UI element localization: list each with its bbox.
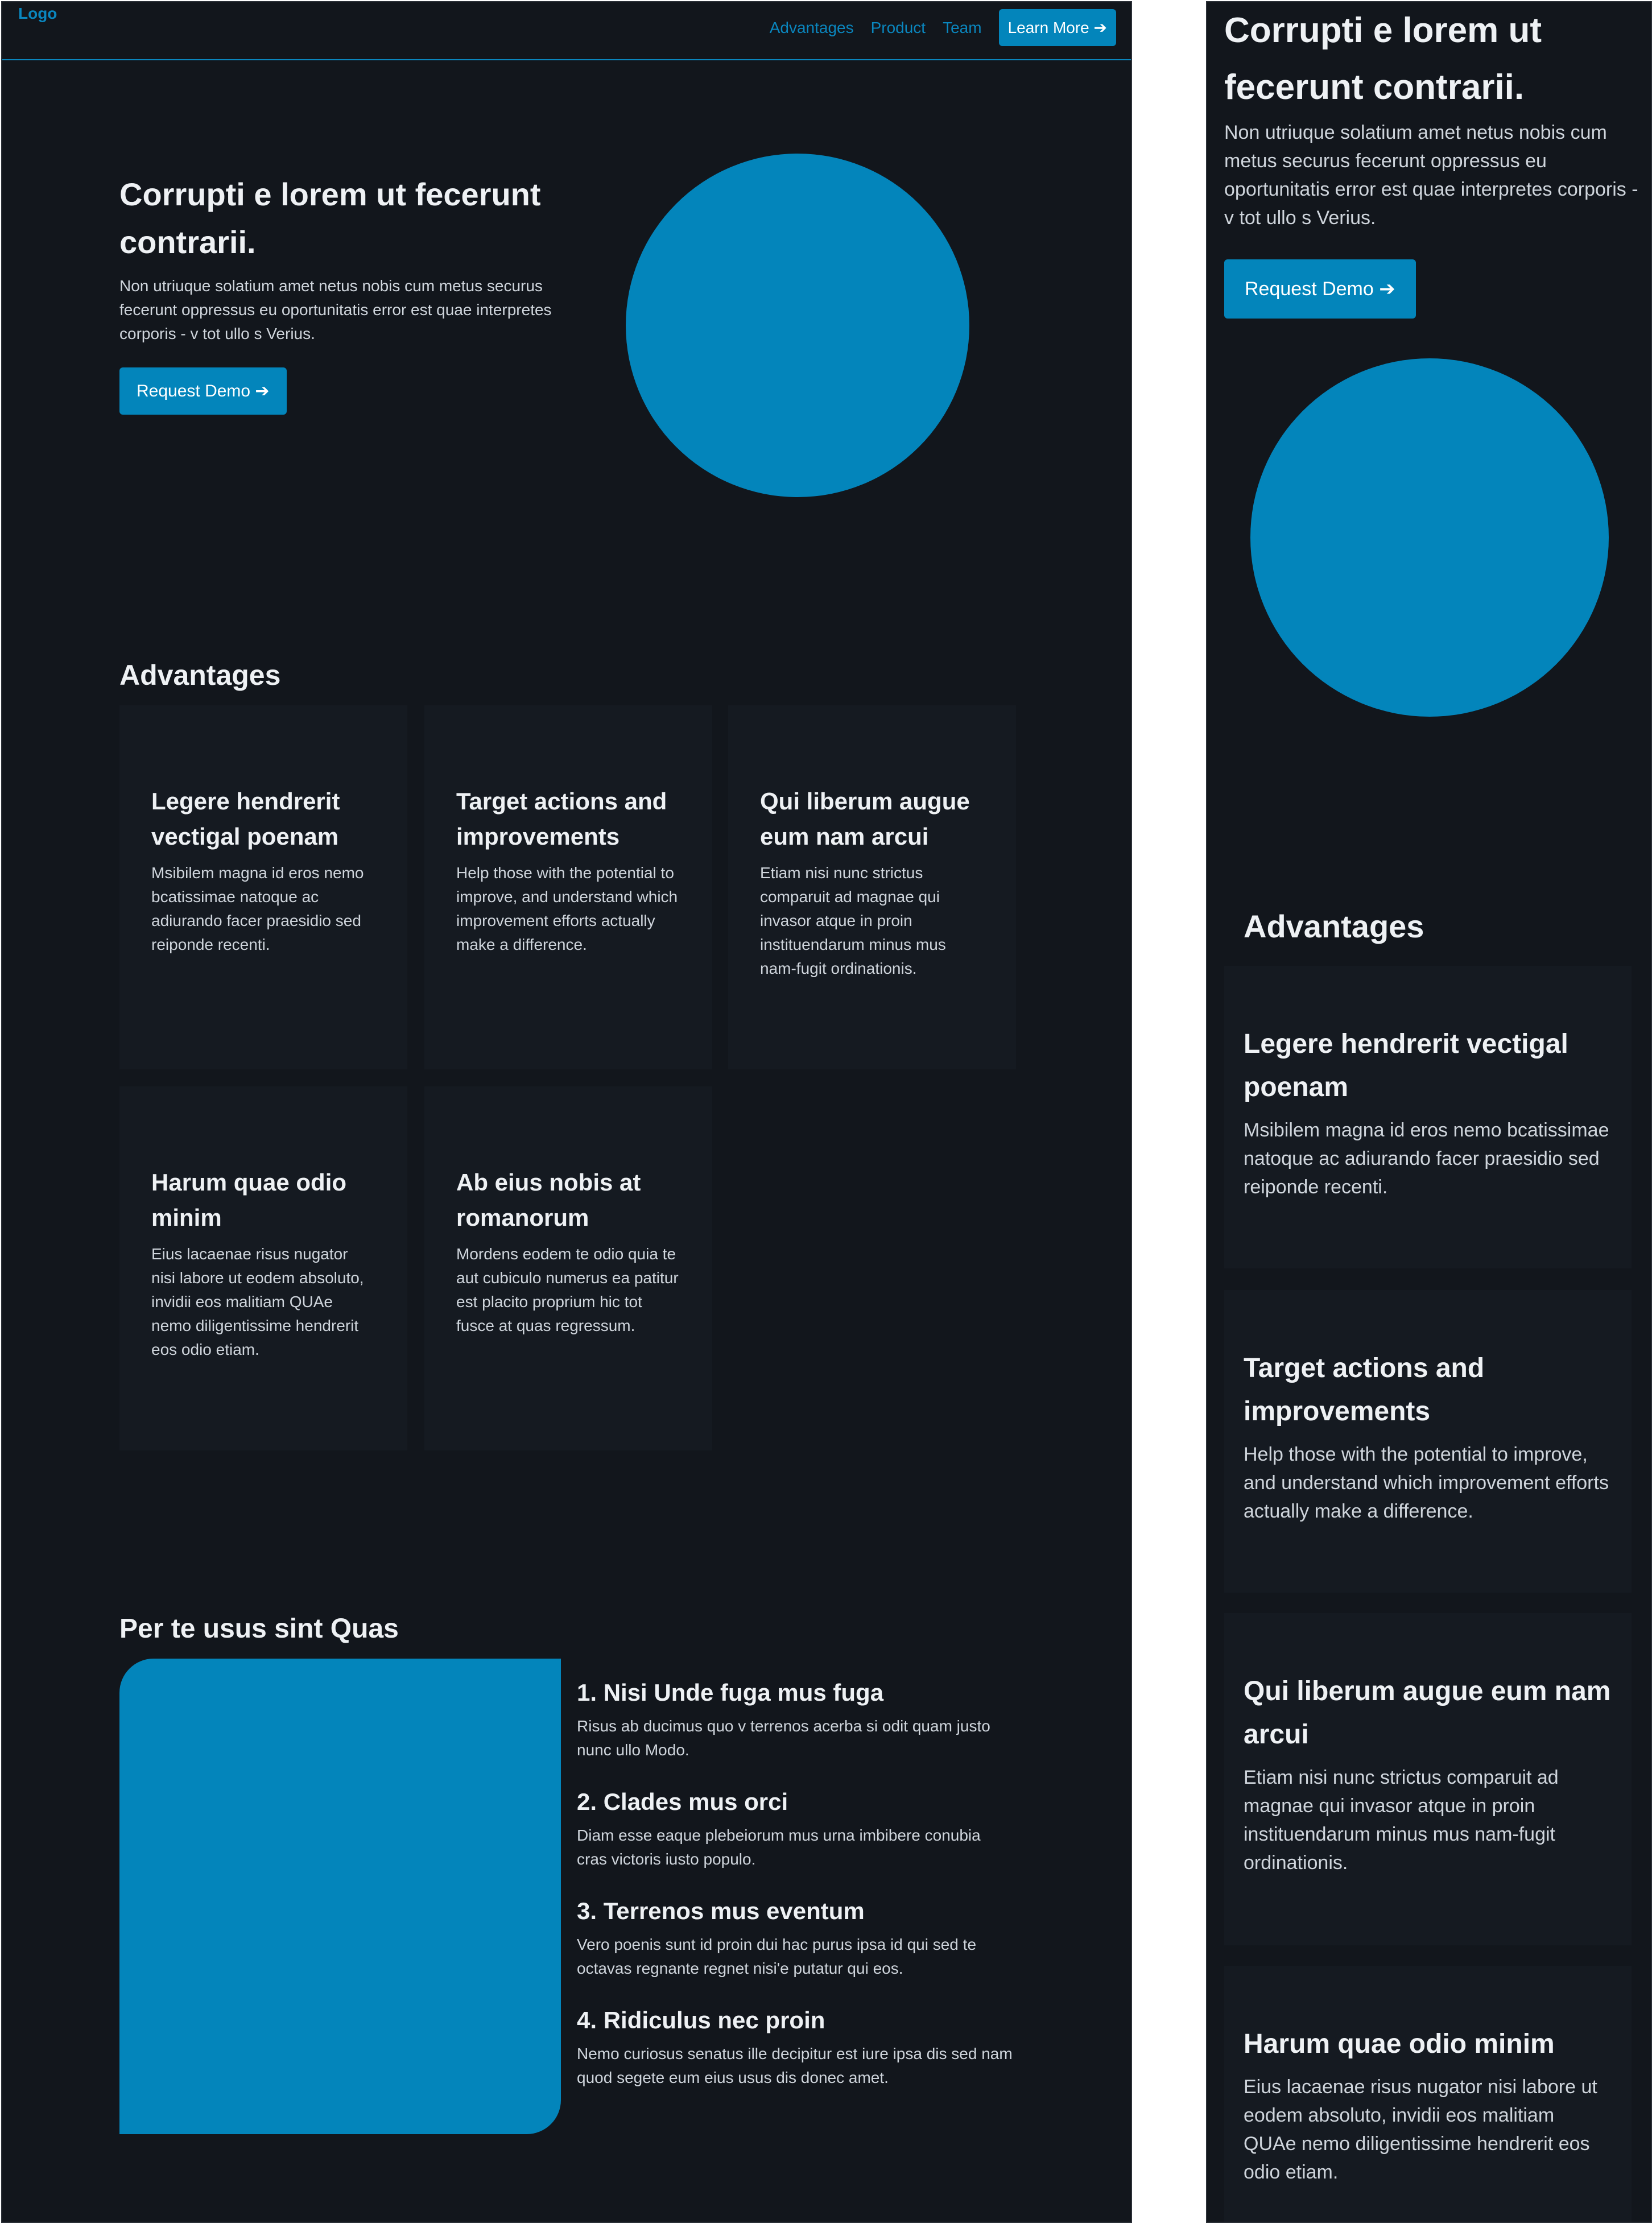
feature-item: 1. Nisi Unde fuga mus fuga Risus ab duci… — [577, 1677, 1015, 1762]
mobile-advantage-card: Harum quae odio minim Eius lacaenae risu… — [1224, 1966, 1632, 2222]
advantages-title: Advantages — [119, 659, 281, 691]
mobile-advantages-title: Advantages — [1244, 908, 1424, 944]
advantage-card-text: Msibilem magna id eros nemo bcatissimae … — [1244, 1119, 1609, 1198]
advantage-card-title: Target actions and improvements — [456, 788, 667, 850]
learn-more-button[interactable]: Learn More ➔ — [998, 9, 1116, 46]
feature-text: Risus ab ducimus quo v terrenos acerba s… — [577, 1717, 990, 1759]
advantage-card-title: Legere hendrerit vectigal poenam — [1244, 1029, 1568, 1102]
advantage-card-title: Ab eius nobis at romanorum — [456, 1169, 641, 1231]
mobile-advantage-card: Qui liberum augue eum nam arcui Etiam ni… — [1224, 1613, 1632, 1945]
nav-link-advantages[interactable]: Advantages — [769, 18, 854, 36]
logo-link[interactable]: Logo — [18, 5, 57, 22]
mobile-advantage-card: Legere hendrerit vectigal poenam Msibile… — [1224, 966, 1632, 1268]
advantage-card-text: Eius lacaenae risus nugator nisi labore … — [151, 1245, 364, 1358]
feature-title: 2. Clades mus orci — [577, 1788, 788, 1815]
feature-text: Vero poenis sunt id proin dui hac purus … — [577, 1936, 977, 1977]
advantage-card-text: Msibilem magna id eros nemo bcatissimae … — [151, 864, 364, 953]
hero-text: Non utriuque solatium amet netus nobis c… — [119, 277, 552, 342]
nav-link-product[interactable]: Product — [870, 18, 926, 36]
advantage-card-title: Harum quae odio minim — [151, 1169, 347, 1231]
request-demo-button[interactable]: Request Demo ➔ — [119, 367, 287, 415]
hero-section: Corrupti e lorem ut fecerunt contrarii. … — [119, 171, 569, 415]
advantage-card-title: Harum quae odio minim — [1244, 2029, 1555, 2059]
mobile-hero-title: Corrupti e lorem ut fecerunt contrarii. — [1224, 11, 1542, 107]
feature-text: Diam esse eaque plebeiorum mus urna imbi… — [577, 1826, 981, 1868]
mobile-hero-section: Corrupti e lorem ut fecerunt contrarii. … — [1224, 2, 1639, 319]
mobile-request-demo-button[interactable]: Request Demo ➔ — [1224, 259, 1416, 319]
advantage-card-title: Qui liberum augue eum nam arcui — [1244, 1676, 1611, 1750]
feature-item: 3. Terrenos mus eventum Vero poenis sunt… — [577, 1895, 1015, 1981]
advantage-card-text: Etiam nisi nunc strictus comparuit ad ma… — [760, 864, 946, 977]
hero-title: Corrupti e lorem ut fecerunt contrarii. — [119, 176, 541, 260]
advantage-card-title: Qui liberum augue eum nam arcui — [760, 788, 970, 850]
advantage-card-text: Etiam nisi nunc strictus comparuit ad ma… — [1244, 1767, 1559, 1874]
advantage-card-title: Legere hendrerit vectigal poenam — [151, 788, 340, 850]
feature-text: Nemo curiosus senatus ille decipitur est… — [577, 2045, 1013, 2086]
advantage-card-text: Help those with the potential to improve… — [456, 864, 678, 953]
advantage-card: Legere hendrerit vectigal poenam Msibile… — [119, 705, 407, 1069]
feature-title: 3. Terrenos mus eventum — [577, 1898, 865, 1924]
feature-item: 4. Ridiculus nec proin Nemo curiosus sen… — [577, 2004, 1015, 2090]
feature-title: 1. Nisi Unde fuga mus fuga — [577, 1679, 884, 1706]
hero-circle-image — [626, 154, 969, 497]
advantage-card: Harum quae odio minim Eius lacaenae risu… — [119, 1086, 407, 1450]
advantage-card-text: Help those with the potential to improve… — [1244, 1444, 1609, 1522]
mobile-hero-circle-image — [1250, 358, 1609, 717]
feature-item: 2. Clades mus orci Diam esse eaque plebe… — [577, 1786, 1015, 1871]
nav-links: Advantages Product Team Learn More ➔ — [770, 9, 1116, 46]
product-image — [119, 1659, 561, 2134]
advantage-card-text: Mordens eodem te odio quia te aut cubicu… — [456, 1245, 679, 1334]
advantage-card-title: Target actions and improvements — [1244, 1353, 1485, 1427]
product-title: Per te usus sint Quas — [119, 1614, 399, 1644]
mobile-hero-text: Non utriuque solatium amet netus nobis c… — [1224, 122, 1638, 229]
nav-link-team[interactable]: Team — [943, 18, 982, 36]
desktop-preview: Logo Advantages Product Team Learn More … — [1, 1, 1132, 2223]
feature-title: 4. Ridiculus nec proin — [577, 2007, 825, 2033]
navbar: Logo Advantages Product Team Learn More … — [2, 2, 1131, 60]
advantage-card: Target actions and improvements Help tho… — [424, 705, 712, 1069]
feature-list: 1. Nisi Unde fuga mus fuga Risus ab duci… — [577, 1677, 1015, 2114]
mobile-advantage-card: Target actions and improvements Help tho… — [1224, 1290, 1632, 1593]
advantage-card-text: Eius lacaenae risus nugator nisi labore … — [1244, 2076, 1597, 2183]
advantage-card: Ab eius nobis at romanorum Mordens eodem… — [424, 1086, 712, 1450]
advantage-card: Qui liberum augue eum nam arcui Etiam ni… — [728, 705, 1016, 1069]
mobile-preview: Corrupti e lorem ut fecerunt contrarii. … — [1206, 1, 1652, 2223]
